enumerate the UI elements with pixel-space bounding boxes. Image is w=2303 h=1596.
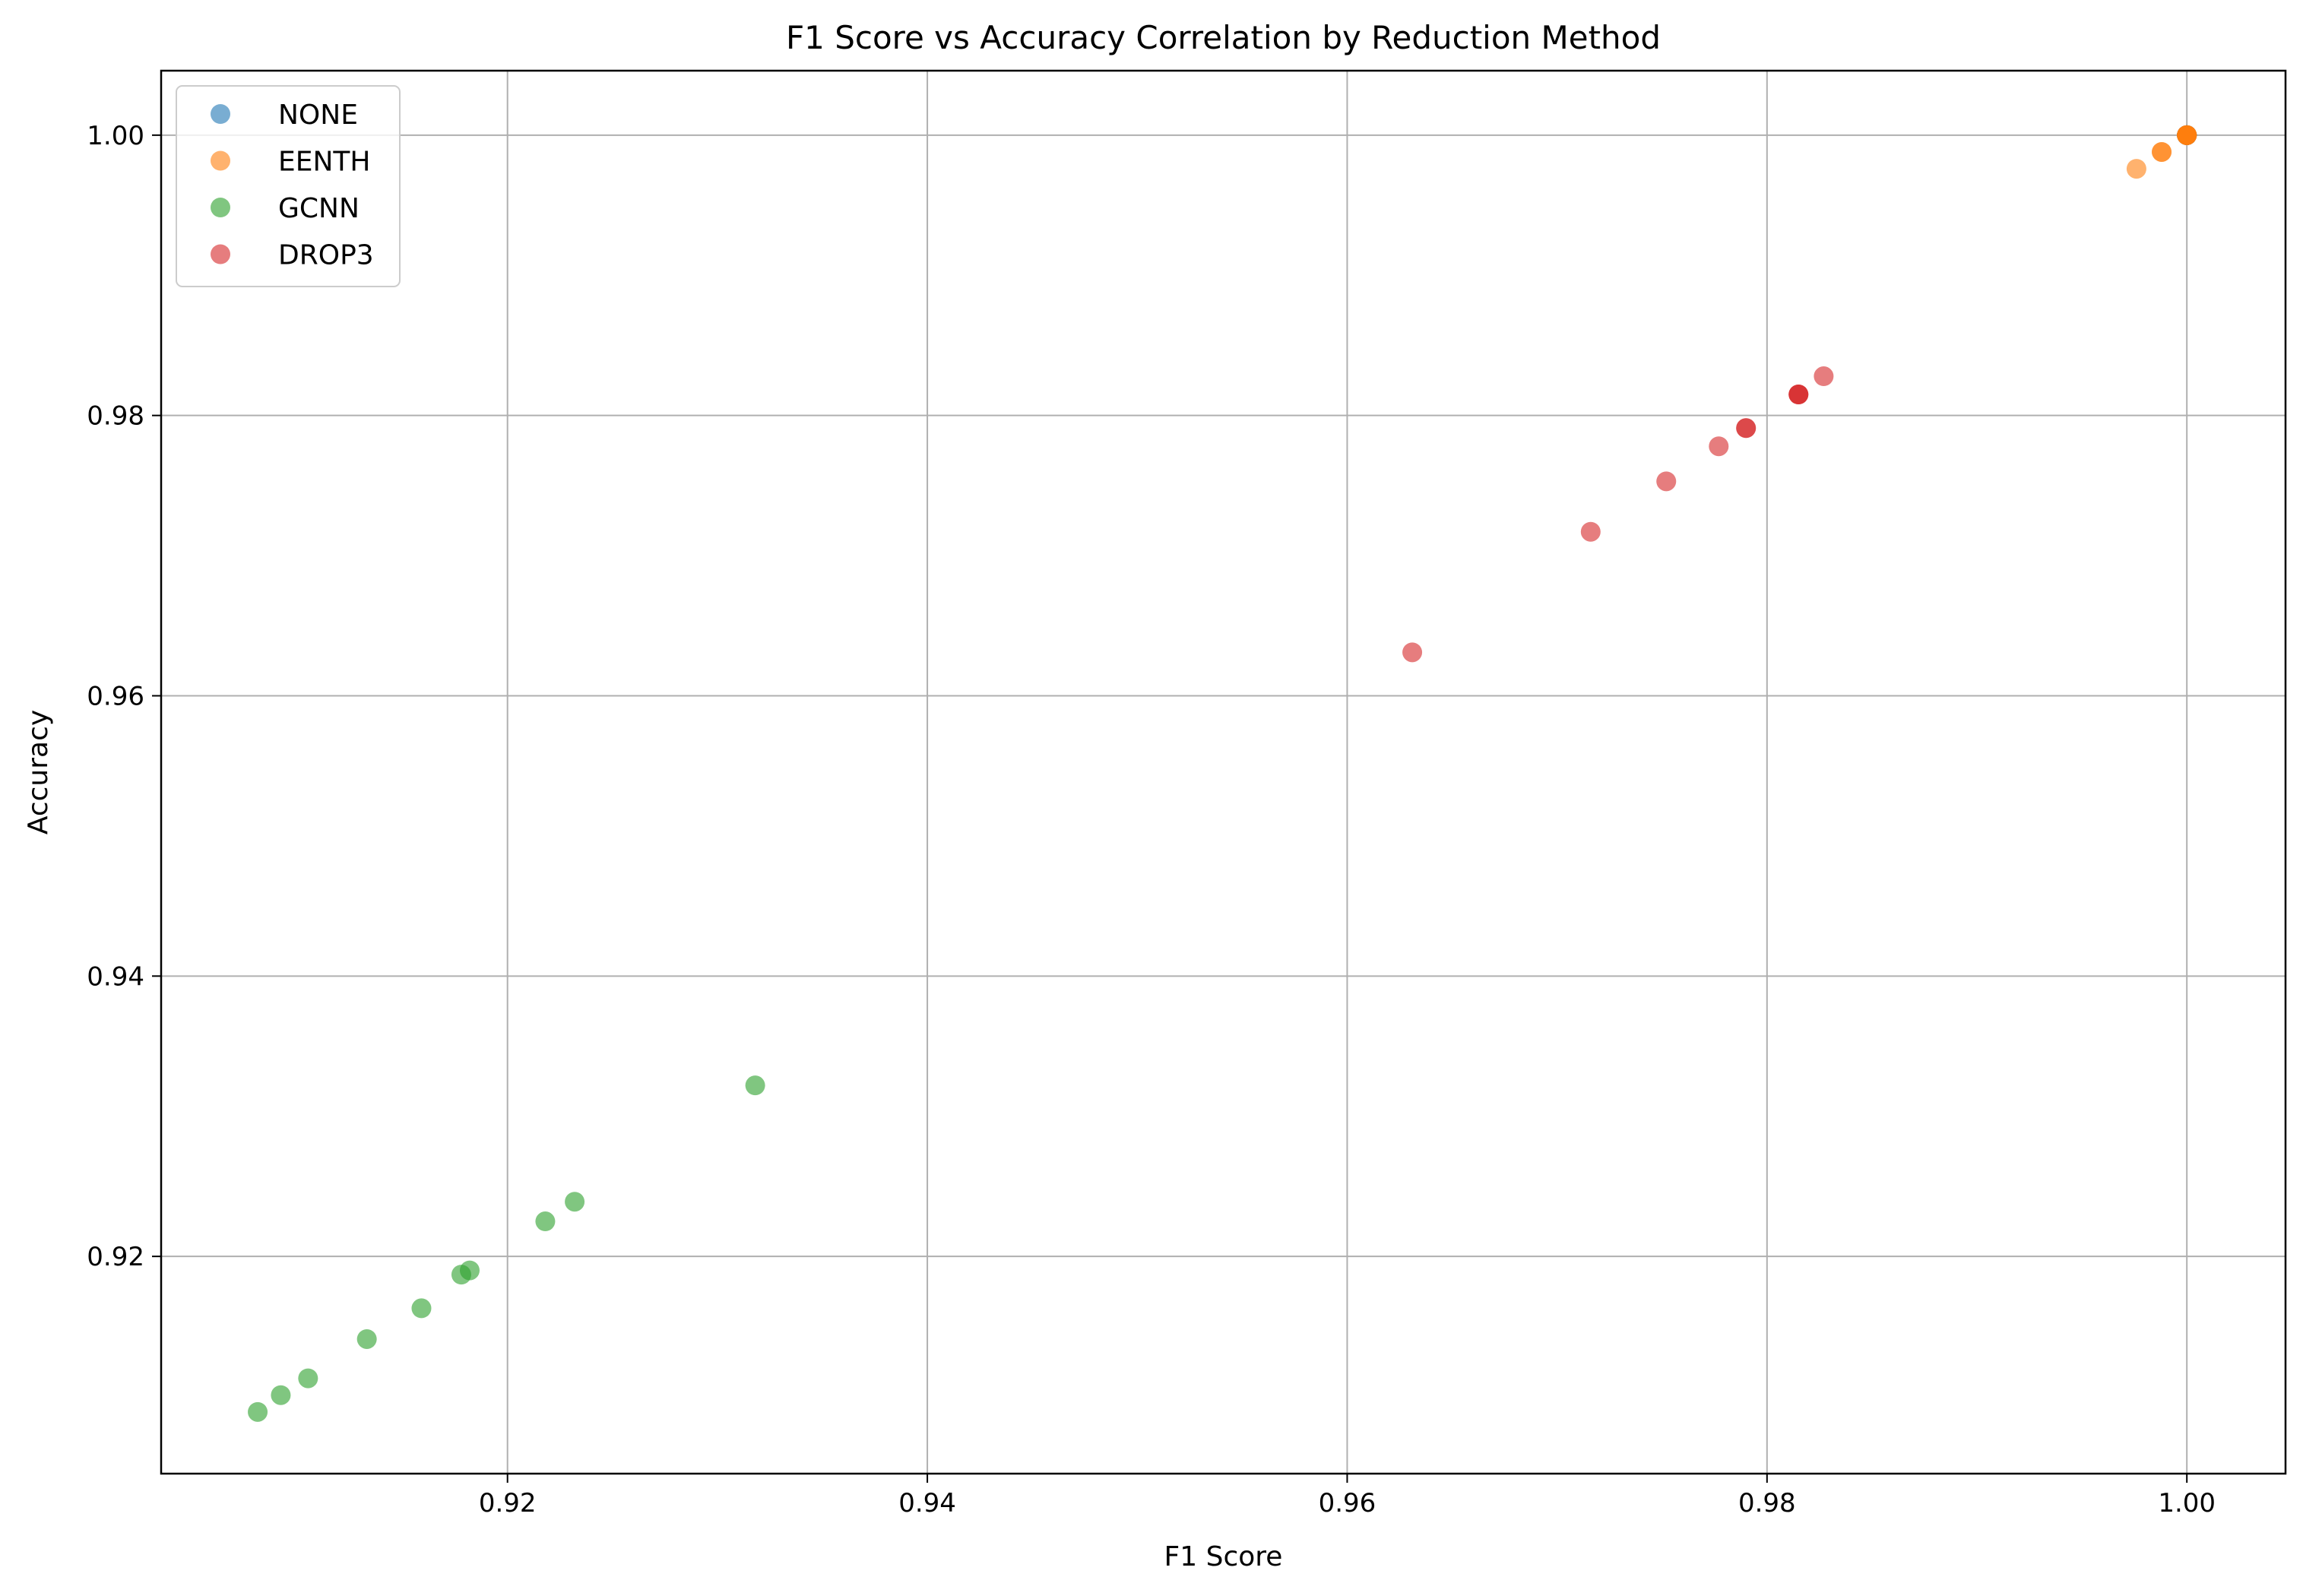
point-drop3	[1788, 385, 1809, 404]
point-gcnn	[565, 1192, 585, 1212]
point-drop3	[1709, 436, 1729, 457]
legend-marker-drop3	[211, 244, 230, 264]
y-tick-label: 0.94	[87, 961, 144, 992]
y-tick-label: 0.96	[87, 681, 144, 711]
point-gcnn	[271, 1385, 291, 1405]
point-gcnn	[411, 1298, 432, 1319]
point-drop3	[1814, 366, 1834, 387]
x-tick-label: 0.98	[1738, 1488, 1796, 1518]
x-tick-label: 0.92	[479, 1488, 537, 1518]
legend-label-eenth: EENTH	[278, 147, 370, 178]
point-gcnn	[535, 1211, 556, 1232]
x-axis-label: F1 Score	[1164, 1541, 1283, 1572]
x-tick-label: 0.94	[898, 1488, 956, 1518]
point-gcnn	[451, 1265, 471, 1285]
legend-label-gcnn: GCNN	[278, 193, 360, 224]
plot-frame	[160, 69, 2287, 1475]
x-tick-label: 1.00	[2158, 1488, 2216, 1518]
point-gcnn	[248, 1401, 268, 1422]
point-gcnn	[298, 1368, 318, 1389]
point-eenth	[2177, 125, 2197, 145]
axis-ticks: 0.92 0.94 0.96 0.98 1.00 0.92 0.94 0.96 0.98 1.00	[87, 121, 2216, 1518]
data-points	[248, 125, 2197, 1422]
y-tick-label: 0.98	[87, 401, 144, 432]
point-eenth	[2126, 159, 2146, 179]
point-drop3	[1402, 642, 1423, 663]
point-eenth	[2152, 141, 2172, 162]
legend: NONE EENTH GCNN DROP3	[176, 85, 401, 287]
point-drop3	[1736, 418, 1757, 439]
legend-marker-eenth	[211, 150, 230, 171]
point-gcnn	[356, 1328, 377, 1349]
legend-marker-none	[211, 104, 230, 124]
point-gcnn	[745, 1075, 765, 1096]
y-tick-label: 1.00	[87, 121, 144, 151]
legend-frame	[176, 85, 401, 287]
y-tick-label: 0.92	[87, 1242, 144, 1272]
y-axis-label: Accuracy	[23, 710, 54, 834]
x-tick-label: 0.96	[1319, 1488, 1376, 1518]
legend-label-drop3: DROP3	[278, 240, 374, 271]
legend-label-none: NONE	[278, 100, 358, 131]
point-drop3	[1580, 521, 1601, 542]
chart-title: F1 Score vs Accuracy Correlation by Redu…	[786, 19, 1661, 56]
point-drop3	[1656, 471, 1677, 492]
grid	[161, 71, 2286, 1474]
legend-marker-gcnn	[211, 198, 230, 217]
